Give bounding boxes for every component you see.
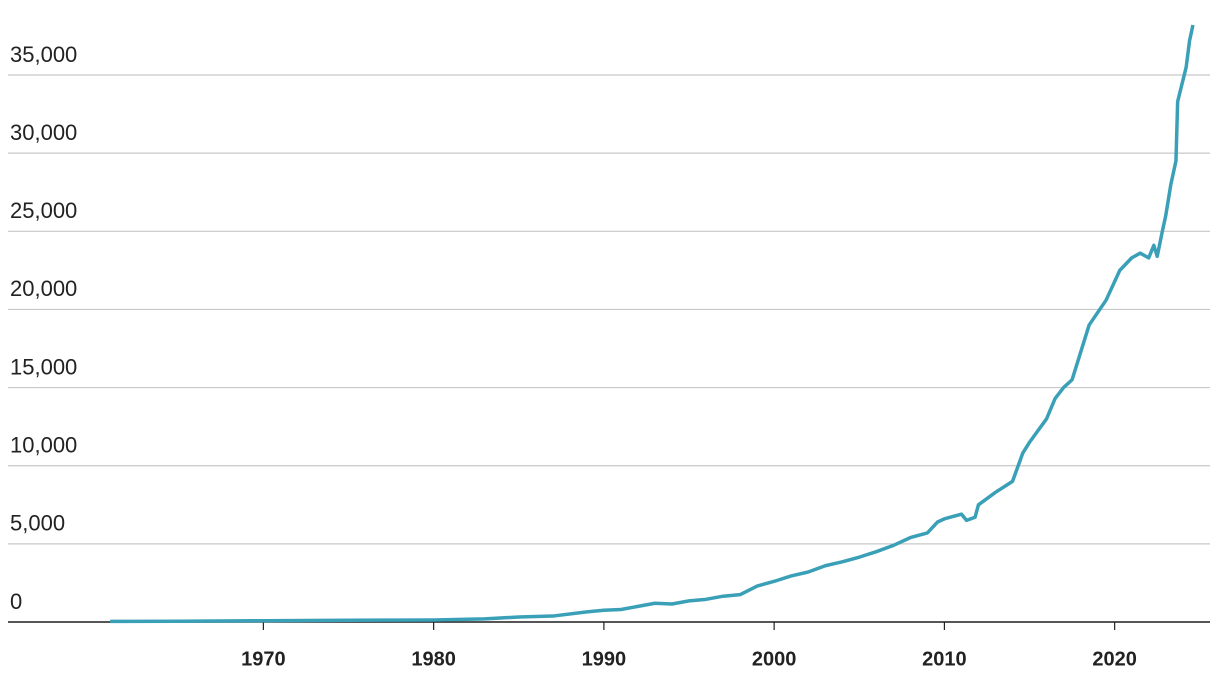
x-tick-label: 2000 xyxy=(752,648,797,670)
x-tick-label: 1970 xyxy=(241,648,286,670)
x-tick-label: 2010 xyxy=(922,648,967,670)
y-tick-label: 10,000 xyxy=(10,433,77,458)
x-tick-label: 2020 xyxy=(1092,648,1137,670)
y-tick-label: 20,000 xyxy=(10,276,77,301)
y-tick-label: 25,000 xyxy=(10,198,77,223)
y-tick-label: 0 xyxy=(10,589,22,614)
y-tick-label: 15,000 xyxy=(10,354,77,379)
x-tick-label: 1990 xyxy=(582,648,627,670)
y-tick-label: 30,000 xyxy=(10,120,77,145)
y-tick-label: 35,000 xyxy=(10,42,77,67)
x-tick-label: 1980 xyxy=(411,648,456,670)
y-tick-label: 5,000 xyxy=(10,511,65,536)
data-line xyxy=(110,24,1195,624)
